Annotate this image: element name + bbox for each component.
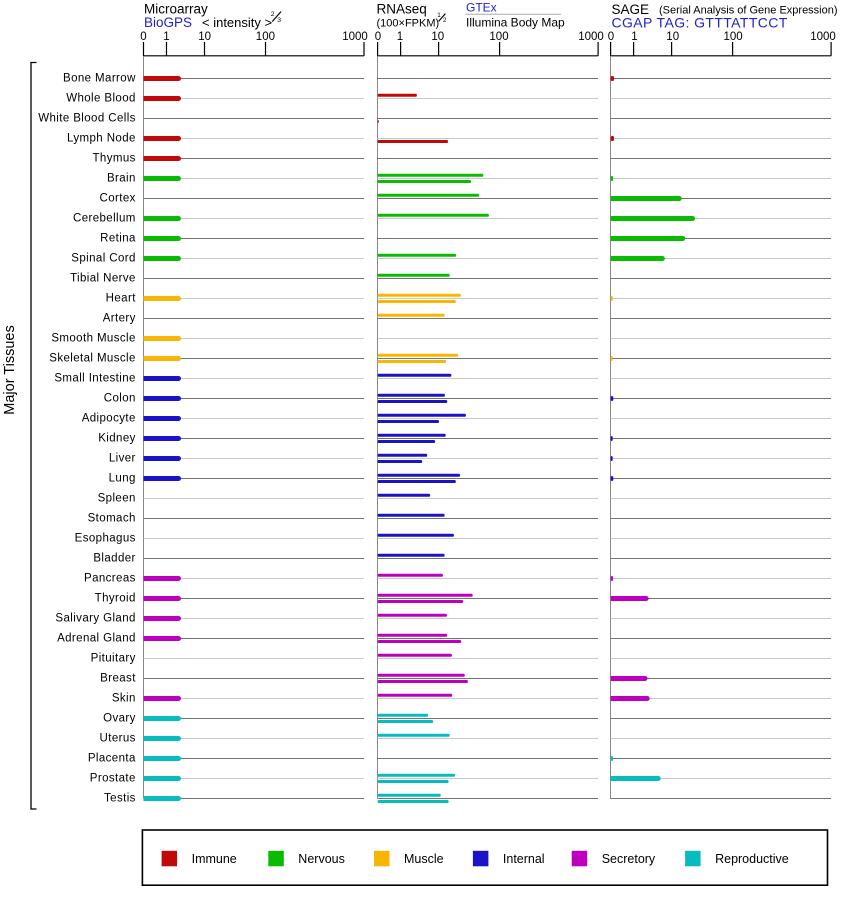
svg-text:White Blood Cells: White Blood Cells bbox=[38, 113, 136, 125]
svg-text:1000: 1000 bbox=[578, 31, 604, 43]
svg-text:SAGE: SAGE bbox=[612, 2, 650, 17]
svg-text:Heart: Heart bbox=[106, 293, 137, 305]
svg-text:1: 1 bbox=[631, 31, 637, 43]
svg-text:Salivary Gland: Salivary Gland bbox=[55, 613, 135, 625]
svg-text:(100×FPKM): (100×FPKM) bbox=[377, 18, 440, 30]
svg-text:Stomach: Stomach bbox=[88, 513, 136, 525]
svg-text:Illumina Body Map: Illumina Body Map bbox=[466, 16, 565, 30]
svg-text:(Serial Analysis of Gene Expre: (Serial Analysis of Gene Expression) bbox=[659, 5, 838, 17]
svg-text:Reproductive: Reproductive bbox=[715, 852, 789, 866]
svg-text:1000: 1000 bbox=[342, 31, 368, 43]
svg-text:RNAseq: RNAseq bbox=[377, 2, 427, 17]
svg-text:10: 10 bbox=[666, 31, 679, 43]
svg-text:Lung: Lung bbox=[109, 473, 136, 485]
svg-text:Tibial Nerve: Tibial Nerve bbox=[70, 273, 136, 285]
svg-text:Placenta: Placenta bbox=[88, 753, 136, 765]
svg-text:Pancreas: Pancreas bbox=[84, 573, 136, 585]
svg-text:Bladder: Bladder bbox=[93, 553, 135, 565]
svg-text:0: 0 bbox=[140, 31, 146, 43]
svg-text:Secretory: Secretory bbox=[602, 852, 656, 866]
svg-text:Major Tissues: Major Tissues bbox=[2, 325, 18, 414]
svg-text:Artery: Artery bbox=[103, 313, 136, 325]
svg-text:Microarray: Microarray bbox=[144, 2, 208, 17]
svg-text:Esophagus: Esophagus bbox=[75, 533, 136, 545]
svg-text:Skin: Skin bbox=[112, 693, 136, 705]
svg-text:Spleen: Spleen bbox=[98, 493, 136, 505]
svg-text:Muscle: Muscle bbox=[404, 852, 444, 866]
svg-text:100: 100 bbox=[489, 31, 508, 43]
svg-text:1: 1 bbox=[437, 12, 441, 19]
svg-text:0: 0 bbox=[375, 31, 381, 43]
svg-text:Cerebellum: Cerebellum bbox=[73, 213, 136, 225]
svg-text:Colon: Colon bbox=[104, 393, 136, 405]
svg-text:Uterus: Uterus bbox=[100, 733, 136, 745]
svg-text:Thymus: Thymus bbox=[93, 153, 136, 165]
svg-text:Breast: Breast bbox=[100, 673, 136, 685]
svg-text:Kidney: Kidney bbox=[98, 433, 136, 445]
svg-text:Immune: Immune bbox=[192, 852, 237, 866]
svg-text:1: 1 bbox=[163, 31, 169, 43]
svg-text:1: 1 bbox=[397, 31, 403, 43]
svg-text:Retina: Retina bbox=[100, 233, 136, 245]
svg-text:Cortex: Cortex bbox=[100, 193, 136, 205]
svg-text:Bone Marrow: Bone Marrow bbox=[63, 73, 136, 85]
svg-text:Spinal Cord: Spinal Cord bbox=[71, 253, 136, 265]
svg-text:GTEx: GTEx bbox=[466, 1, 497, 15]
svg-text:2: 2 bbox=[271, 11, 275, 18]
svg-text:< intensity >: < intensity > bbox=[202, 15, 272, 30]
svg-text:Small Intestine: Small Intestine bbox=[54, 373, 135, 385]
svg-text:Adipocyte: Adipocyte bbox=[82, 413, 136, 425]
svg-text:Whole Blood: Whole Blood bbox=[66, 93, 136, 105]
svg-text:BioGPS: BioGPS bbox=[144, 15, 192, 30]
svg-text:100: 100 bbox=[724, 31, 743, 43]
svg-text:Adrenal Gland: Adrenal Gland bbox=[57, 633, 136, 645]
svg-text:Liver: Liver bbox=[109, 453, 136, 465]
svg-text:Testis: Testis bbox=[104, 793, 136, 805]
svg-text:1000: 1000 bbox=[810, 31, 836, 43]
svg-text:10: 10 bbox=[198, 31, 211, 43]
svg-text:Ovary: Ovary bbox=[103, 713, 136, 725]
svg-text:Brain: Brain bbox=[107, 173, 136, 185]
svg-text:CGAP TAG: GTTTATTCCT: CGAP TAG: GTTTATTCCT bbox=[612, 15, 788, 31]
svg-text:Skeletal Muscle: Skeletal Muscle bbox=[49, 353, 136, 365]
svg-text:0: 0 bbox=[608, 31, 614, 43]
svg-text:Nervous: Nervous bbox=[298, 852, 345, 866]
svg-text:100: 100 bbox=[256, 31, 275, 43]
svg-text:2: 2 bbox=[443, 17, 447, 24]
svg-text:Pituitary: Pituitary bbox=[91, 653, 136, 665]
svg-text:10: 10 bbox=[431, 31, 444, 43]
svg-text:Prostate: Prostate bbox=[90, 773, 136, 785]
svg-text:3: 3 bbox=[277, 17, 281, 24]
svg-text:Smooth Muscle: Smooth Muscle bbox=[51, 333, 135, 345]
svg-text:Thyroid: Thyroid bbox=[95, 593, 136, 605]
svg-text:Lymph Node: Lymph Node bbox=[67, 133, 136, 145]
svg-text:Internal: Internal bbox=[503, 852, 545, 866]
